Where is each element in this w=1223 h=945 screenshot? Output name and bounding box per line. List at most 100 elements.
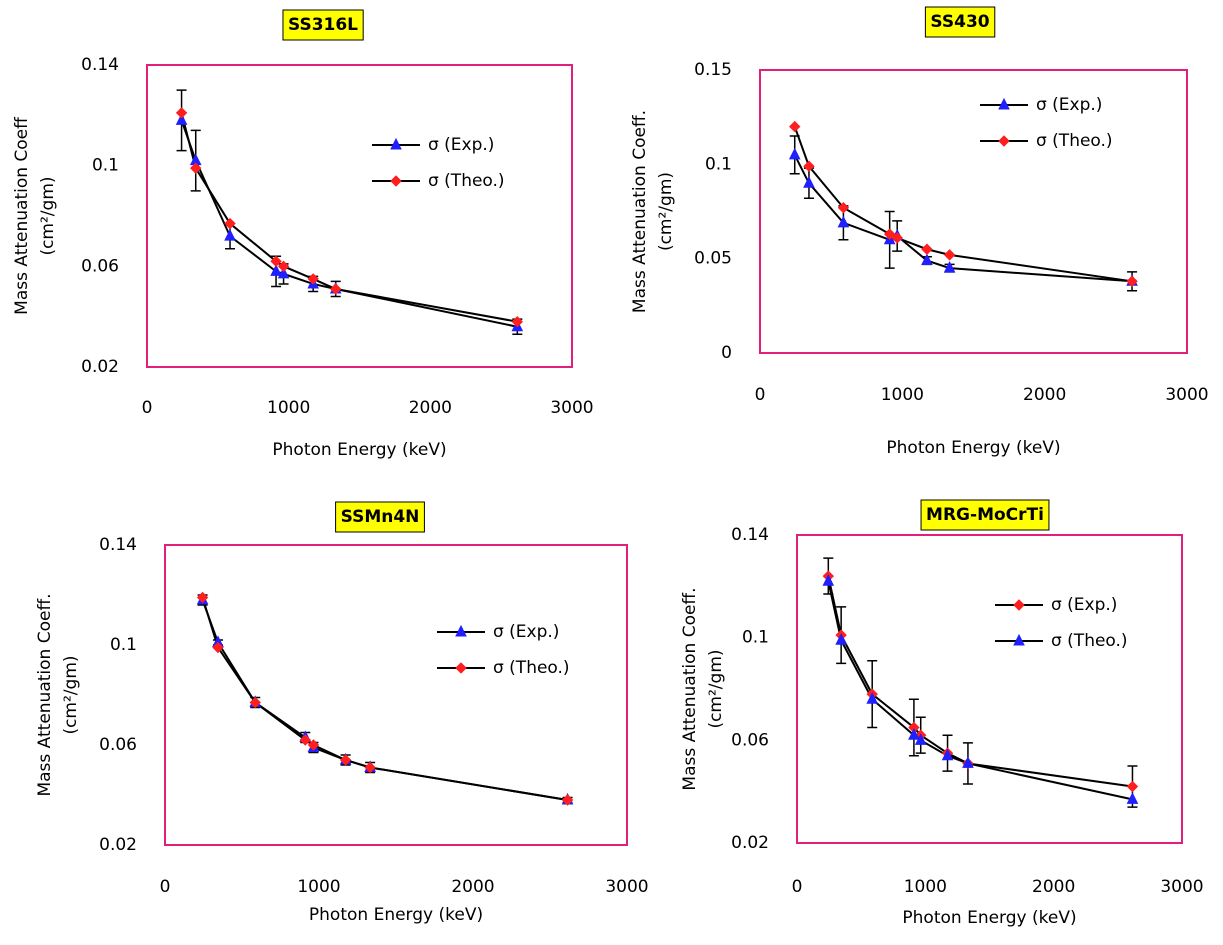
plot-area bbox=[759, 69, 1188, 354]
y-tick-label: 0.02 bbox=[81, 357, 119, 377]
marker bbox=[941, 748, 954, 761]
marker bbox=[190, 162, 202, 174]
x-tick-label: 0 bbox=[755, 385, 766, 405]
y-tick-label: 0.1 bbox=[705, 154, 732, 174]
x-tick-label: 2000 bbox=[1023, 385, 1066, 405]
legend-label: σ (Exp.) bbox=[428, 135, 494, 155]
marker bbox=[998, 135, 1010, 147]
plot-area bbox=[164, 544, 628, 846]
y-axis-label: (cm²/gm) bbox=[61, 655, 81, 734]
marker bbox=[1126, 792, 1139, 804]
marker bbox=[212, 641, 224, 654]
x-tick-label: 0 bbox=[160, 877, 171, 897]
marker bbox=[962, 756, 974, 768]
y-axis-label: Mass Attenuation Coeff. bbox=[630, 110, 650, 313]
marker bbox=[299, 734, 312, 746]
title-box bbox=[335, 501, 425, 533]
marker bbox=[455, 624, 467, 637]
marker bbox=[1126, 275, 1138, 288]
marker bbox=[803, 160, 815, 172]
x-axis-label: Photon Energy (keV) bbox=[902, 908, 1076, 928]
marker bbox=[196, 591, 209, 604]
marker bbox=[837, 215, 850, 228]
marker bbox=[891, 232, 903, 244]
x-tick-label: 2000 bbox=[451, 877, 494, 897]
x-tick-label: 2000 bbox=[409, 398, 452, 418]
marker bbox=[1126, 780, 1139, 793]
y-tick-label: 0.06 bbox=[731, 730, 769, 750]
y-tick-label: 0.1 bbox=[110, 635, 137, 655]
y-tick-label: 0.02 bbox=[99, 835, 137, 855]
y-tick-label: 0 bbox=[721, 343, 732, 363]
marker bbox=[835, 633, 847, 645]
chart-title: SS430 bbox=[930, 12, 989, 32]
marker bbox=[921, 243, 933, 255]
plot-area bbox=[796, 534, 1183, 844]
marker bbox=[307, 273, 319, 285]
marker bbox=[1013, 599, 1025, 611]
x-axis-label: Photon Energy (keV) bbox=[272, 440, 446, 460]
x-tick-label: 0 bbox=[792, 877, 803, 897]
y-tick-label: 0.06 bbox=[81, 256, 119, 276]
marker bbox=[390, 175, 402, 187]
x-tick-label: 1000 bbox=[297, 877, 340, 897]
marker bbox=[329, 283, 342, 295]
x-tick-label: 2000 bbox=[1032, 877, 1075, 897]
marker bbox=[339, 754, 352, 766]
chart-title: SS316L bbox=[288, 15, 358, 35]
marker bbox=[224, 229, 236, 241]
x-tick-label: 1000 bbox=[904, 877, 947, 897]
x-tick-label: 3000 bbox=[550, 398, 593, 418]
y-tick-label: 0.1 bbox=[92, 156, 119, 176]
y-tick-label: 0.14 bbox=[99, 535, 137, 555]
marker bbox=[803, 176, 815, 188]
series-line bbox=[793, 154, 1133, 283]
marker bbox=[866, 692, 879, 704]
y-axis-label: (cm²/gm) bbox=[656, 172, 676, 251]
marker bbox=[307, 739, 320, 751]
x-tick-label: 3000 bbox=[1165, 385, 1208, 405]
y-tick-label: 0.02 bbox=[731, 833, 769, 853]
legend-label: σ (Exp.) bbox=[1036, 95, 1102, 115]
marker bbox=[561, 794, 574, 806]
y-tick-label: 0.05 bbox=[694, 249, 732, 269]
marker bbox=[908, 728, 920, 740]
x-tick-label: 0 bbox=[142, 398, 153, 418]
marker bbox=[998, 97, 1010, 110]
marker bbox=[914, 733, 927, 745]
marker bbox=[788, 147, 801, 160]
legend-label: σ (Theo.) bbox=[1051, 631, 1128, 651]
marker bbox=[837, 202, 850, 214]
legend-label: σ (Theo.) bbox=[493, 658, 570, 678]
marker bbox=[249, 696, 261, 709]
marker bbox=[789, 120, 801, 133]
x-axis-label: Photon Energy (keV) bbox=[886, 438, 1060, 458]
chart-title: MRG-MoCrTi bbox=[926, 505, 1044, 525]
marker bbox=[822, 574, 835, 586]
marker bbox=[921, 253, 933, 266]
marker bbox=[390, 137, 402, 150]
marker bbox=[511, 315, 524, 328]
plot-area bbox=[146, 64, 573, 368]
marker bbox=[270, 255, 282, 268]
marker bbox=[277, 266, 290, 279]
y-tick-label: 0.15 bbox=[694, 60, 732, 80]
y-axis-label: Mass Attenuation Coeff bbox=[12, 116, 32, 315]
marker bbox=[364, 761, 376, 774]
x-tick-label: 3000 bbox=[1160, 877, 1203, 897]
x-tick-label: 1000 bbox=[267, 398, 310, 418]
legend-label: σ (Exp.) bbox=[1051, 595, 1117, 615]
marker bbox=[270, 264, 282, 276]
y-tick-label: 0.06 bbox=[99, 735, 137, 755]
y-axis-label: Mass Attenuation Coeff. bbox=[35, 593, 55, 796]
marker bbox=[943, 249, 956, 261]
marker bbox=[883, 228, 896, 240]
y-axis-label: Mass Attenuation Coeff. bbox=[680, 587, 700, 790]
marker bbox=[224, 217, 236, 230]
x-tick-label: 1000 bbox=[881, 385, 924, 405]
x-axis-label: Photon Energy (keV) bbox=[309, 905, 483, 925]
legend-label: σ (Theo.) bbox=[428, 171, 505, 191]
title-box bbox=[282, 9, 364, 41]
legend-label: σ (Exp.) bbox=[493, 622, 559, 642]
